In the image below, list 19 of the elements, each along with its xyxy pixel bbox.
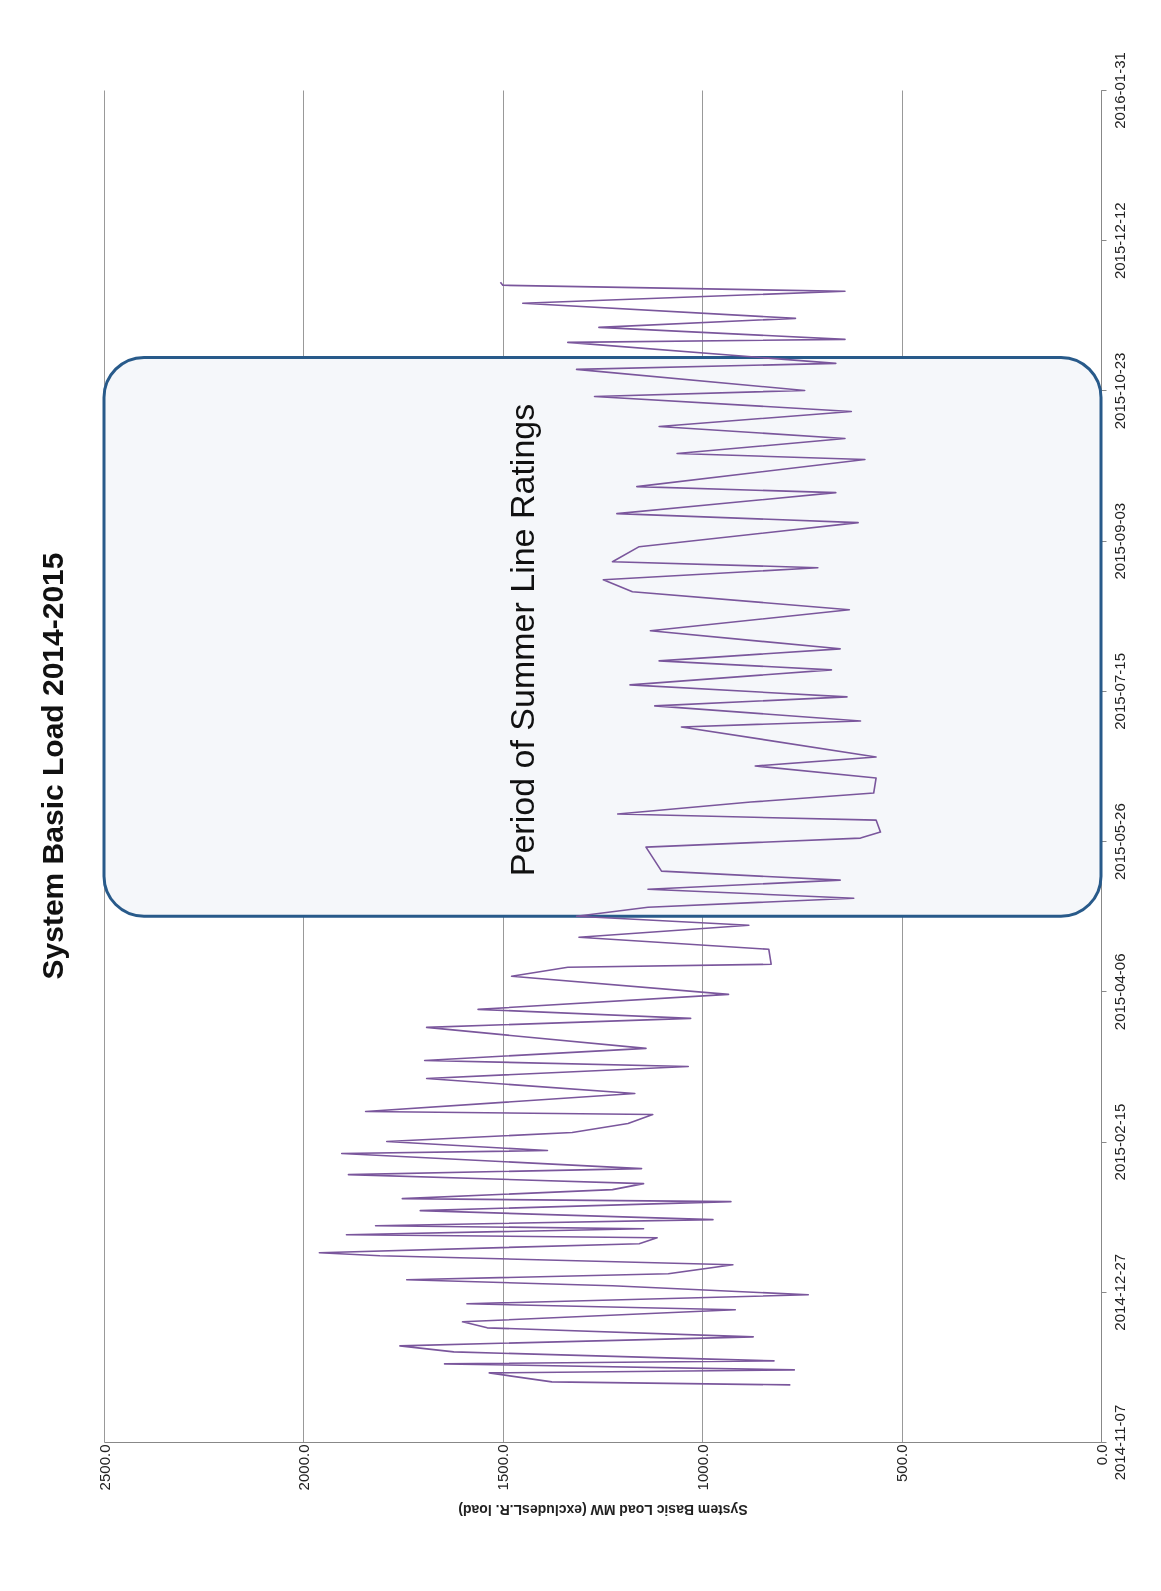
x-tick-label: 0.0 — [1092, 1444, 1110, 1466]
y-tick-label: 2014-11-07 — [1110, 1404, 1128, 1481]
y-tick-label: 2015-10-23 — [1110, 352, 1128, 430]
x-tick-label: 500.0 — [893, 1444, 911, 1483]
y-tick-label: 2015-09-03 — [1110, 502, 1128, 580]
y-tick-label: 2015-02-15 — [1110, 1103, 1128, 1181]
y-tick-label: 2015-12-12 — [1110, 202, 1128, 280]
x-tick-label: 2500.0 — [95, 1444, 113, 1491]
band-label: Period of Summer Line Ratings — [503, 403, 541, 877]
x-tick-label: 1500.0 — [494, 1444, 512, 1491]
text: System Basic Load 2014-2015 — [36, 552, 69, 980]
y-tick-label: 2016-01-31 — [1110, 52, 1128, 129]
y-tick-label: 2014-12-27 — [1110, 1253, 1128, 1331]
y-tick-label: 2015-07-15 — [1110, 653, 1128, 730]
x-tick-label: 1000.0 — [693, 1444, 711, 1491]
y-tick-label: 2015-05-26 — [1110, 803, 1128, 880]
x-axis-title: System Basic Load MW (excludesL.R. load) — [458, 1502, 748, 1519]
x-tick-label: 2000.0 — [294, 1444, 312, 1491]
y-tick-label: 2015-04-06 — [1110, 953, 1128, 1031]
